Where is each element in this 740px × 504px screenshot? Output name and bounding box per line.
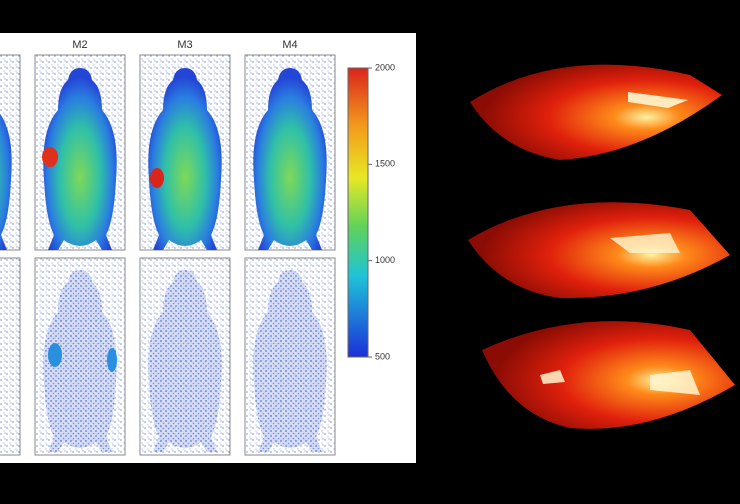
hotspot xyxy=(42,147,58,167)
colorbar-ticks: 2000 1500 1000 500 xyxy=(368,62,395,361)
hotspot xyxy=(150,168,164,188)
leaves xyxy=(468,64,735,429)
hotspot xyxy=(48,343,62,367)
hotspot xyxy=(107,348,117,372)
colorbar xyxy=(347,67,369,358)
panel-label: M2 xyxy=(72,39,87,51)
mouse-column-partial xyxy=(0,54,21,456)
colorbar-tick-label: 2000 xyxy=(375,62,395,72)
colorbar-tick-label: 1500 xyxy=(375,159,395,169)
colorbar-tick-label: 500 xyxy=(375,351,390,361)
mouse-grid xyxy=(34,54,336,456)
panel-label: M4 xyxy=(282,39,297,51)
colorbar-tick-label: 1000 xyxy=(375,255,395,265)
panel-label: M3 xyxy=(177,39,192,51)
